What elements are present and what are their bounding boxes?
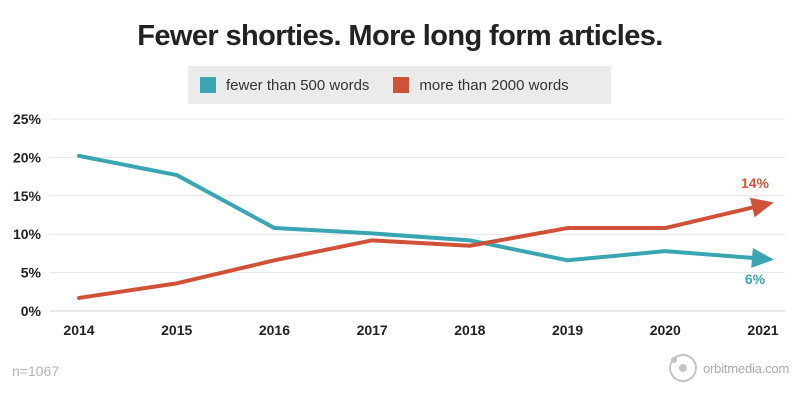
series-end-label-1: 14% bbox=[741, 175, 770, 191]
brand-text: orbitmedia.com bbox=[703, 360, 790, 376]
x-tick-label: 2014 bbox=[63, 322, 94, 338]
x-tick-label: 2020 bbox=[650, 322, 681, 338]
chart-legend: fewer than 500 words more than 2000 word… bbox=[188, 66, 611, 104]
y-tick-label: 0% bbox=[21, 303, 42, 319]
legend-label-short: fewer than 500 words bbox=[226, 76, 370, 94]
x-tick-label: 2015 bbox=[161, 322, 192, 338]
legend-swatch-short bbox=[200, 77, 216, 93]
x-tick-label: 2019 bbox=[552, 322, 583, 338]
sample-size-note: n=1067 bbox=[12, 363, 60, 379]
series-arrowhead-0 bbox=[751, 247, 774, 268]
y-tick-label: 10% bbox=[13, 226, 42, 242]
legend-swatch-long bbox=[393, 77, 410, 93]
x-tick-label: 2018 bbox=[454, 322, 485, 338]
x-tick-label: 2021 bbox=[747, 322, 778, 338]
y-tick-label: 15% bbox=[13, 188, 42, 204]
brand-watermark: orbitmedia.com bbox=[668, 353, 789, 383]
legend-label-long: more than 2000 words bbox=[419, 76, 569, 94]
series-end-label-0: 6% bbox=[745, 271, 766, 287]
chart-title: Fewer shorties. More long form articles. bbox=[137, 20, 663, 52]
legend-item-long: more than 2000 words bbox=[393, 76, 569, 94]
series-line-1 bbox=[77, 205, 755, 300]
x-tick-label: 2016 bbox=[259, 322, 290, 338]
x-tick-label: 2017 bbox=[357, 322, 388, 338]
y-tick-label: 20% bbox=[13, 149, 42, 165]
series-arrowhead-1 bbox=[749, 197, 774, 218]
series-line-0 bbox=[77, 153, 755, 263]
legend-item-short: fewer than 500 words bbox=[200, 77, 369, 94]
y-tick-label: 25% bbox=[13, 111, 42, 127]
orbit-logo-icon bbox=[669, 354, 697, 382]
y-tick-label: 5% bbox=[21, 265, 42, 281]
